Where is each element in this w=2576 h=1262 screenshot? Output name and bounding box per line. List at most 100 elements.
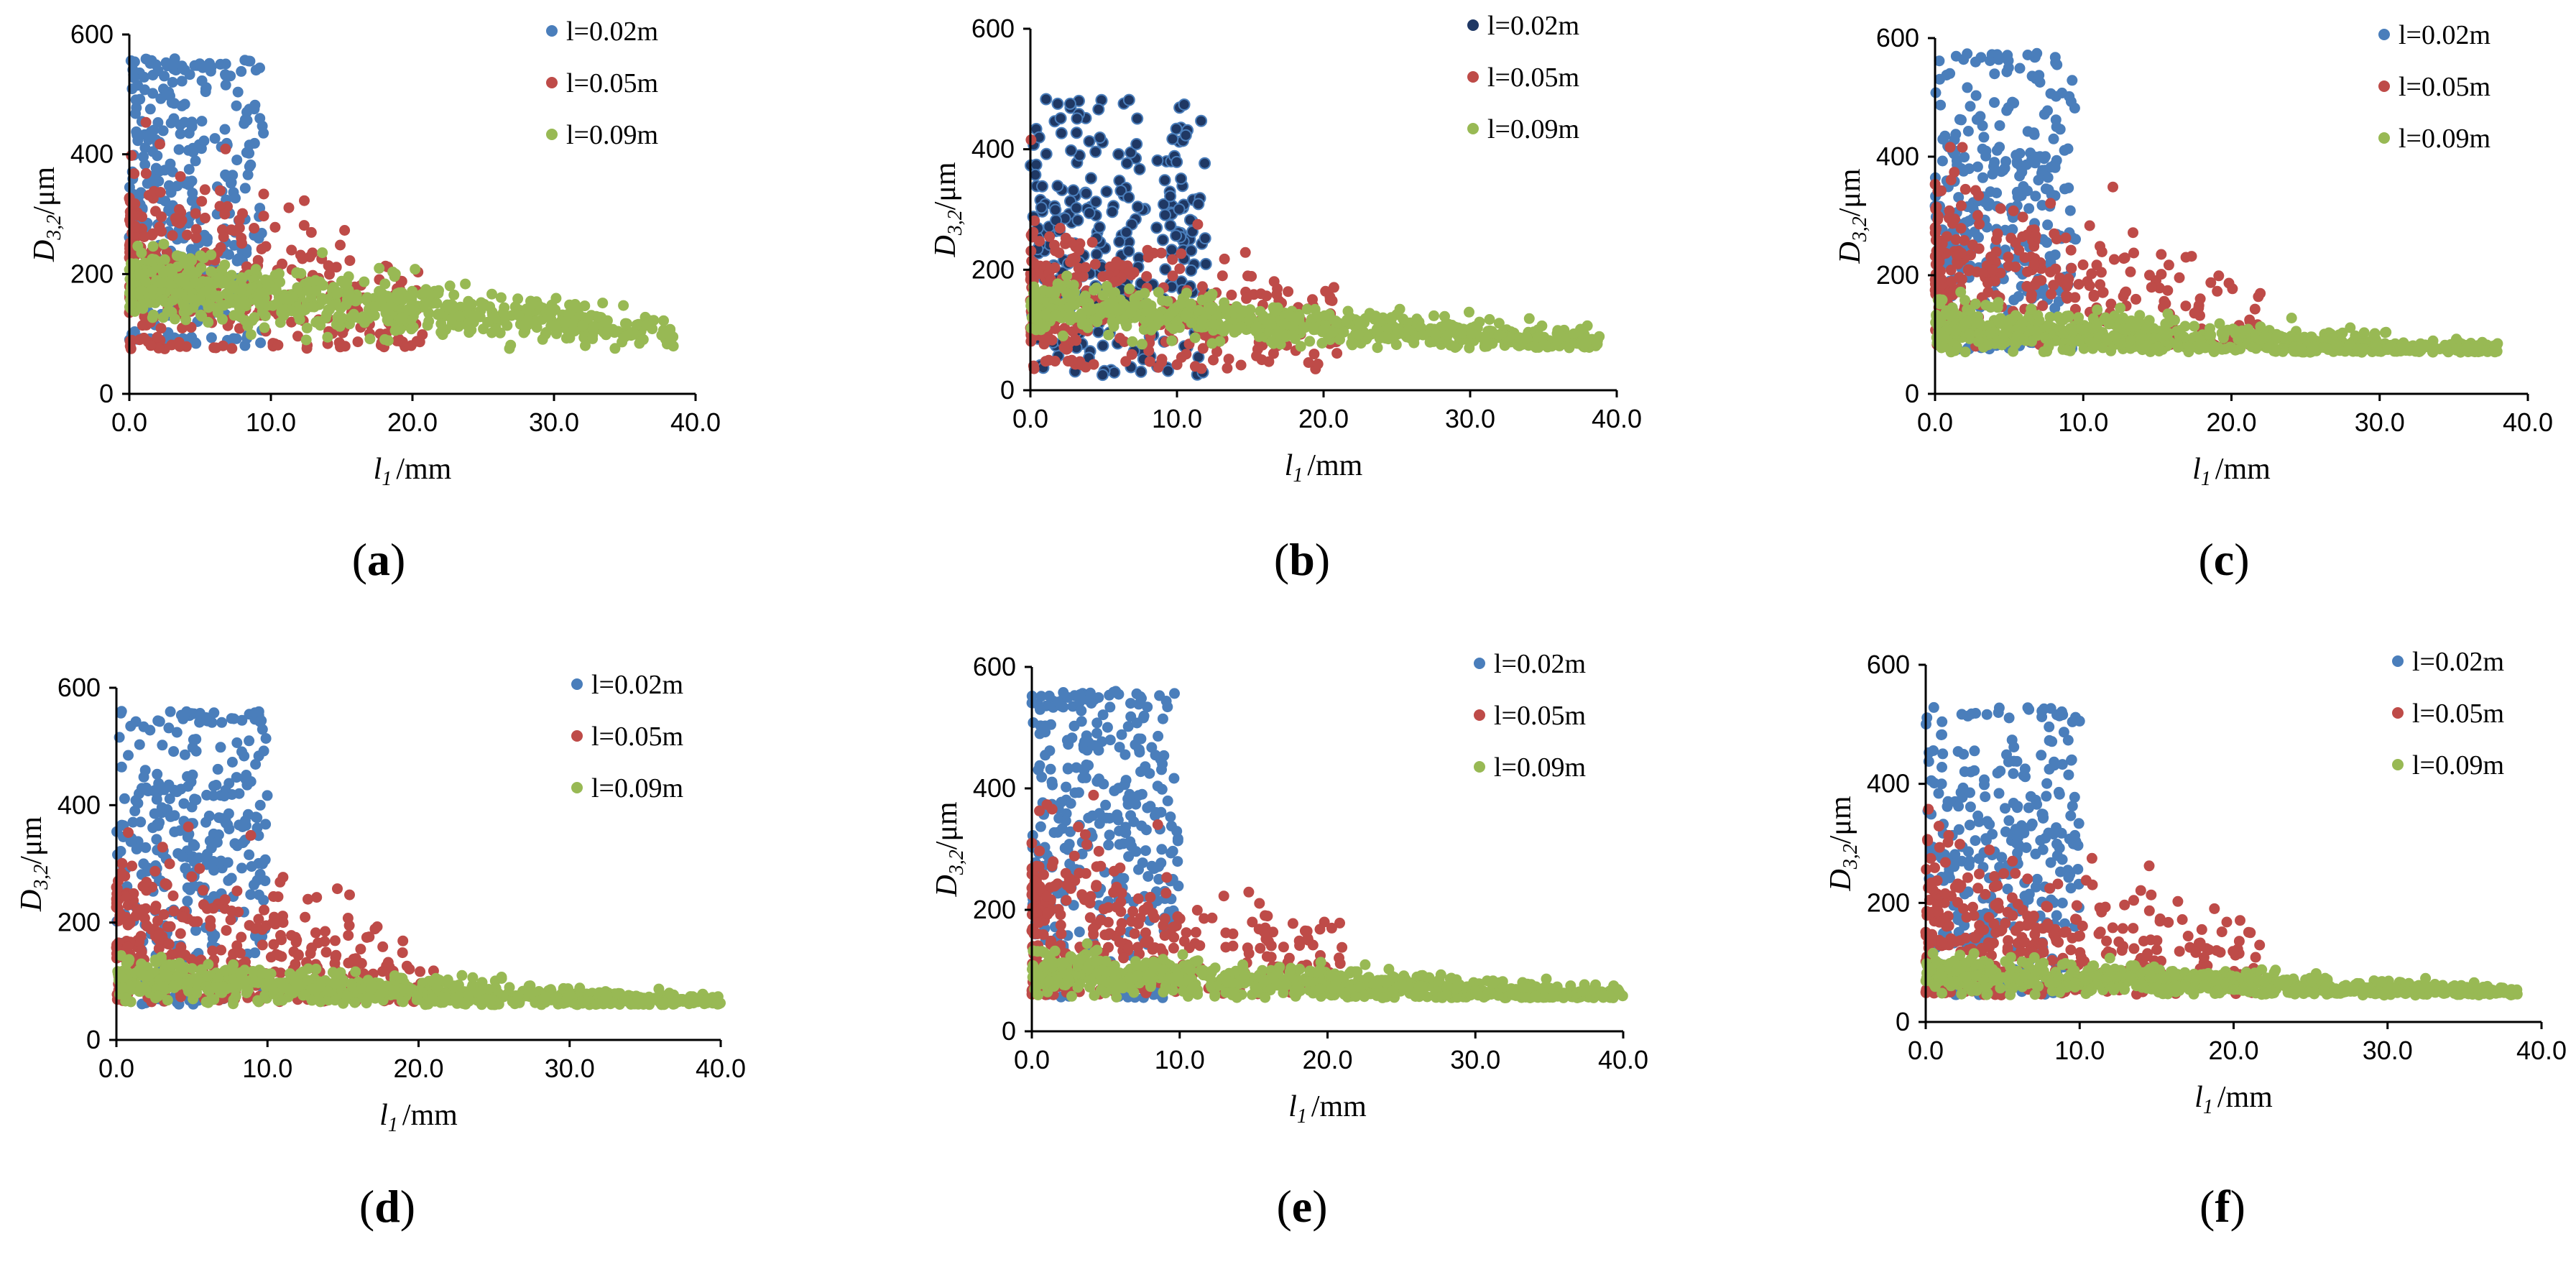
point-a-2-537 bbox=[389, 268, 401, 280]
point-a-0-7 bbox=[173, 144, 185, 155]
point-c-0-236 bbox=[1994, 142, 2005, 153]
point-a-1-296 bbox=[156, 226, 167, 237]
point-b-0-197 bbox=[1158, 174, 1171, 187]
point-d-1-256 bbox=[123, 827, 134, 838]
point-a-2-718 bbox=[336, 313, 348, 323]
legend-label-b-1: l=0.05m bbox=[1487, 63, 1579, 93]
point-c-2-699 bbox=[2064, 345, 2076, 356]
point-d-1-38 bbox=[355, 944, 366, 955]
point-b-0-158 bbox=[1131, 112, 1144, 125]
point-b-0-270 bbox=[1120, 226, 1133, 239]
point-b-0-74 bbox=[1185, 264, 1198, 277]
point-d-0-264 bbox=[258, 895, 269, 906]
point-a-2-633 bbox=[499, 302, 510, 313]
point-c-0-81 bbox=[1994, 120, 2005, 132]
point-c-2-719 bbox=[2118, 323, 2129, 335]
point-d-0-286 bbox=[244, 849, 255, 860]
point-b-2-696 bbox=[1385, 313, 1397, 325]
point-b-2-717 bbox=[1552, 335, 1564, 346]
point-c-2-631 bbox=[2152, 341, 2164, 353]
point-d-0-247 bbox=[211, 780, 222, 791]
point-d-1-215 bbox=[275, 930, 286, 941]
point-d-1-122 bbox=[259, 904, 269, 916]
point-a-2-17 bbox=[364, 333, 376, 345]
point-c-1-323 bbox=[2037, 300, 2049, 311]
point-c-1-304 bbox=[2030, 230, 2041, 241]
point-d-1-233 bbox=[364, 931, 375, 943]
point-c-1-224 bbox=[1945, 174, 1957, 185]
point-c-1-269 bbox=[2045, 267, 2056, 278]
point-d-0-293 bbox=[130, 716, 142, 727]
point-c-2-702 bbox=[2039, 331, 2051, 343]
point-a-1-231 bbox=[299, 195, 310, 206]
point-b-2-505 bbox=[1338, 326, 1349, 338]
point-c-1-275 bbox=[2108, 254, 2120, 265]
point-d-1-285 bbox=[116, 857, 128, 869]
point-c-1-83 bbox=[2130, 293, 2141, 305]
point-d-1-155 bbox=[377, 966, 388, 977]
point-b-2-701 bbox=[1417, 329, 1428, 341]
point-a-2-681 bbox=[577, 320, 588, 331]
point-b-2-595 bbox=[1141, 305, 1153, 317]
point-c-1-142 bbox=[2144, 270, 2155, 281]
point-d-1-321 bbox=[236, 931, 247, 943]
point-a-0-116 bbox=[134, 93, 146, 105]
point-a-1-50 bbox=[214, 185, 226, 196]
point-c-1-1 bbox=[2046, 288, 2057, 300]
point-b-2-658 bbox=[1056, 280, 1067, 292]
point-c-0-225 bbox=[2042, 172, 2054, 183]
point-b-2-671 bbox=[1043, 286, 1055, 298]
point-b-0-195 bbox=[1100, 185, 1113, 198]
y-tick-label-a-3: 600 bbox=[70, 19, 114, 49]
point-c-2-706 bbox=[2414, 346, 2425, 357]
point-a-2-627 bbox=[130, 258, 142, 270]
point-c-0-287 bbox=[1962, 48, 1973, 60]
point-c-0-270 bbox=[1978, 132, 1990, 143]
point-c-0-314 bbox=[2011, 186, 2023, 198]
point-a-2-696 bbox=[600, 317, 611, 328]
point-b-1-148 bbox=[1239, 247, 1251, 258]
point-c-0-300 bbox=[1970, 56, 1981, 68]
point-c-1-292 bbox=[2162, 285, 2174, 296]
point-b-2-672 bbox=[1326, 326, 1338, 338]
point-c-1-313 bbox=[2096, 247, 2108, 257]
point-d-1-232 bbox=[272, 891, 284, 903]
point-a-2-578 bbox=[437, 329, 448, 341]
point-d-1-130 bbox=[245, 829, 257, 841]
point-d-0-248 bbox=[135, 816, 147, 828]
point-a-1-23 bbox=[323, 260, 334, 272]
point-c-1-239 bbox=[2255, 287, 2266, 299]
point-b-1-187 bbox=[1192, 218, 1204, 230]
point-a-2-691 bbox=[274, 277, 286, 287]
point-d-1-194 bbox=[415, 966, 426, 977]
point-d-0-29 bbox=[236, 862, 247, 874]
point-a-0-249 bbox=[135, 187, 147, 198]
point-c-1-280 bbox=[2186, 251, 2197, 262]
point-b-2-568 bbox=[1523, 313, 1535, 324]
point-b-1-240 bbox=[1268, 276, 1280, 287]
point-a-0-123 bbox=[239, 183, 251, 194]
point-c-0-185 bbox=[1975, 111, 1986, 122]
point-a-2-454 bbox=[236, 272, 247, 283]
point-a-2-656 bbox=[274, 317, 286, 328]
point-d-1-73 bbox=[397, 947, 408, 959]
point-b-0-245 bbox=[1122, 244, 1135, 257]
point-a-2-338 bbox=[206, 249, 217, 261]
point-a-1-3 bbox=[175, 171, 186, 183]
point-a-1-188 bbox=[344, 255, 356, 267]
point-a-0-187 bbox=[220, 69, 231, 80]
point-b-1-140 bbox=[1196, 363, 1207, 374]
y-tick-label-c-1: 200 bbox=[1876, 260, 1919, 290]
point-b-0-123 bbox=[1130, 138, 1143, 150]
point-a-2-512 bbox=[286, 305, 297, 317]
point-a-0-132 bbox=[239, 55, 251, 66]
point-c-2-628 bbox=[2382, 344, 2393, 355]
point-b-1-259 bbox=[1063, 356, 1074, 367]
point-a-0-186 bbox=[167, 77, 178, 88]
y-tick-label-b-1: 200 bbox=[971, 254, 1015, 284]
point-d-1-74 bbox=[329, 935, 341, 946]
point-a-1-146 bbox=[283, 202, 295, 213]
point-c-2-641 bbox=[2277, 343, 2289, 354]
point-a-1-144 bbox=[405, 340, 417, 351]
